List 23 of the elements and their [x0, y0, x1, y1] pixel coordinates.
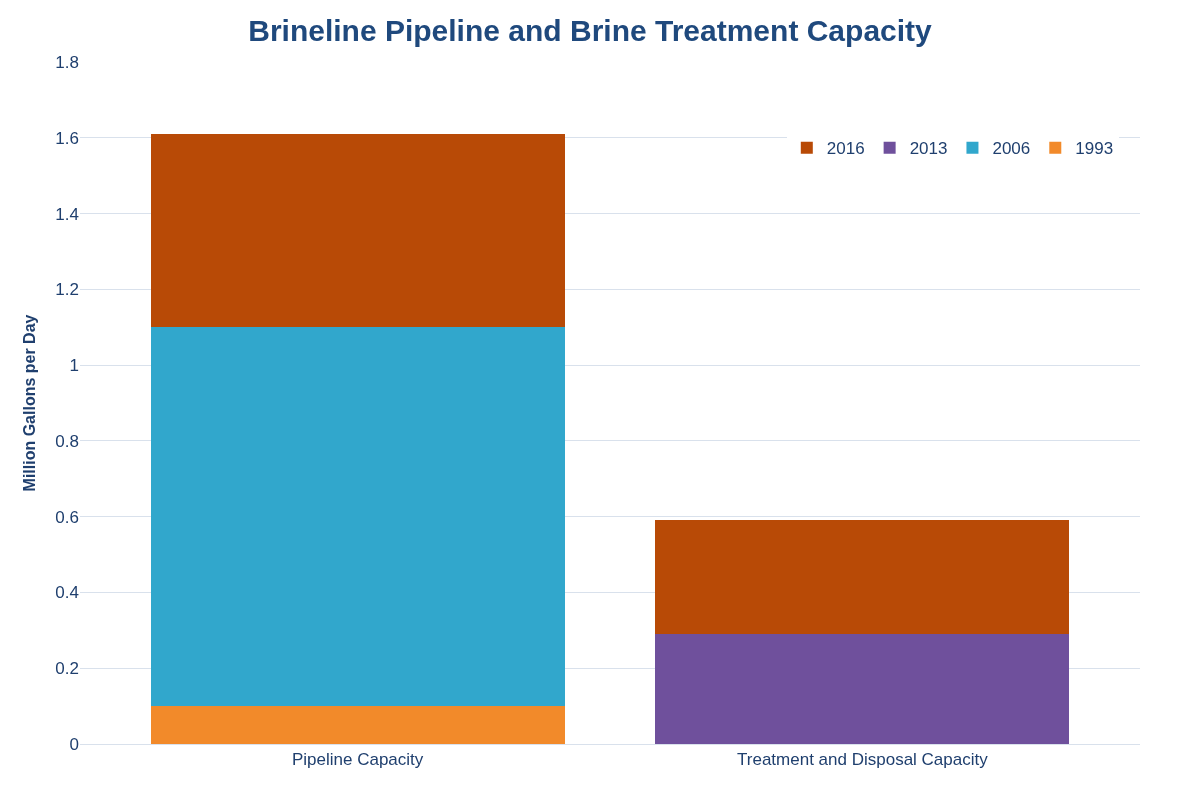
y-tick-label: 1.2 [55, 280, 79, 300]
y-tick-label: 1 [69, 356, 79, 376]
bar [150, 327, 565, 707]
y-tick-label: 0.8 [55, 431, 79, 451]
y-tick-label: 0.6 [55, 507, 79, 527]
bar [655, 520, 1070, 635]
bar [655, 634, 1070, 744]
y-tick-label: 0.4 [55, 583, 79, 603]
y-tick-label: 1.8 [55, 52, 79, 72]
y-tick-label: 0.2 [55, 659, 79, 679]
y-tick-label: 0 [69, 734, 79, 754]
chart-title: Brineline Pipeline and Brine Treatment Capacity [248, 13, 933, 47]
legend-label: 1993 [1075, 139, 1114, 159]
y-tick-label: 1.4 [55, 204, 79, 224]
x-tick-label: Pipeline Capacity [291, 750, 424, 770]
legend-label: 2016 [826, 139, 865, 159]
y-tick-label: 1.6 [55, 128, 79, 148]
legend-label: 2006 [992, 139, 1031, 159]
legend-label: 2013 [909, 139, 948, 159]
bar [150, 133, 565, 328]
x-tick-label: Treatment and Disposal Capacity [737, 750, 989, 770]
y-axis-title: Million Gallons per Day [21, 314, 39, 492]
bar [150, 706, 565, 744]
